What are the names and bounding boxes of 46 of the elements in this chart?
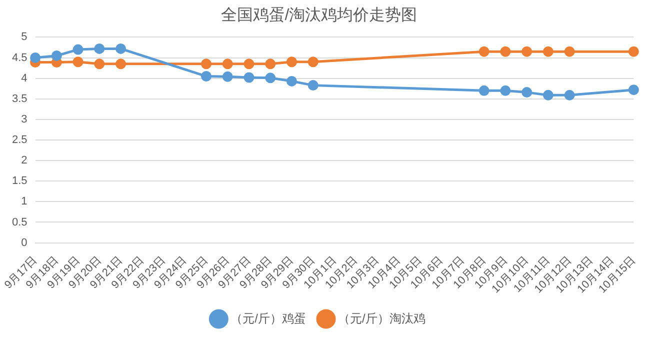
y-tick-label: 2.5 <box>12 134 28 146</box>
point <box>201 58 212 70</box>
point <box>500 46 511 57</box>
point <box>265 72 276 84</box>
point <box>478 85 490 96</box>
y-tick-label: 1 <box>21 196 28 208</box>
point <box>222 71 233 82</box>
y-tick-label: 0.5 <box>12 216 28 228</box>
point <box>478 46 490 57</box>
point <box>244 72 254 83</box>
point <box>564 90 575 100</box>
y-tick-label: 0 <box>21 236 28 249</box>
y-tick-label: 4.5 <box>12 52 28 64</box>
y-tick-label: 1.5 <box>12 175 28 188</box>
point <box>500 85 511 96</box>
y-tick-label: 4 <box>21 72 28 84</box>
point <box>308 80 318 91</box>
point <box>30 52 41 64</box>
legend-label: （元/斤）淘汰鸡 <box>338 311 426 326</box>
point <box>542 90 554 100</box>
point <box>628 46 639 57</box>
point <box>72 44 84 55</box>
point <box>265 58 276 70</box>
point <box>286 76 297 86</box>
point <box>116 43 126 54</box>
point <box>308 56 318 68</box>
y-tick-label: 2 <box>21 154 28 167</box>
point <box>201 71 212 82</box>
point <box>72 56 84 68</box>
point <box>244 58 254 70</box>
point <box>628 84 639 96</box>
point <box>542 46 554 57</box>
point <box>286 56 297 68</box>
y-tick-label: 3.5 <box>12 92 28 105</box>
point <box>116 58 126 70</box>
y-tick-label: 3 <box>21 113 28 126</box>
point <box>564 46 575 57</box>
point <box>94 58 105 70</box>
point <box>522 87 532 98</box>
y-tick-label: 5 <box>21 31 28 44</box>
point <box>94 43 105 54</box>
point <box>51 50 62 61</box>
point <box>222 58 233 70</box>
point <box>522 46 532 57</box>
legend-label: （元/斤）鸡蛋 <box>230 311 306 326</box>
chart-title: 全国鸡蛋/淘汰鸡均价走势图 <box>220 6 418 24</box>
